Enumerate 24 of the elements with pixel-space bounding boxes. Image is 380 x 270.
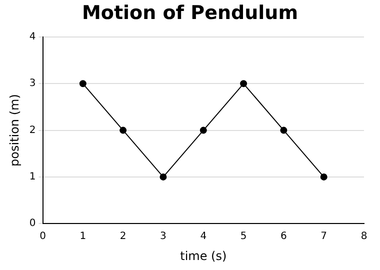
y-axis-title: position (m) [7, 94, 22, 167]
x-tick-label: 1 [80, 231, 86, 242]
x-tick-label: 3 [160, 231, 166, 242]
point [160, 173, 167, 180]
chart-title: Motion of Pendulum [81, 2, 299, 24]
point [120, 126, 127, 134]
point [79, 80, 86, 88]
point [320, 173, 328, 180]
x-tick-label: 0 [40, 231, 46, 242]
x-tick-label: 4 [200, 231, 207, 242]
x-tick-label: 6 [280, 231, 287, 242]
x-tick-label: 2 [120, 231, 126, 242]
point [200, 126, 207, 134]
x-tick-label: 8 [360, 231, 368, 242]
y-tick-label: 4 [29, 32, 36, 43]
y-tick-label: 1 [29, 172, 36, 183]
x-axis-title: time (s) [180, 248, 227, 263]
x-tick-label: 5 [240, 231, 247, 242]
y-tick-label: 2 [29, 124, 36, 136]
point [240, 80, 248, 88]
y-tick-label: 3 [29, 78, 36, 90]
x-tick-label: 7 [320, 231, 328, 242]
point [280, 126, 288, 134]
y-tick-label: 0 [29, 218, 36, 230]
